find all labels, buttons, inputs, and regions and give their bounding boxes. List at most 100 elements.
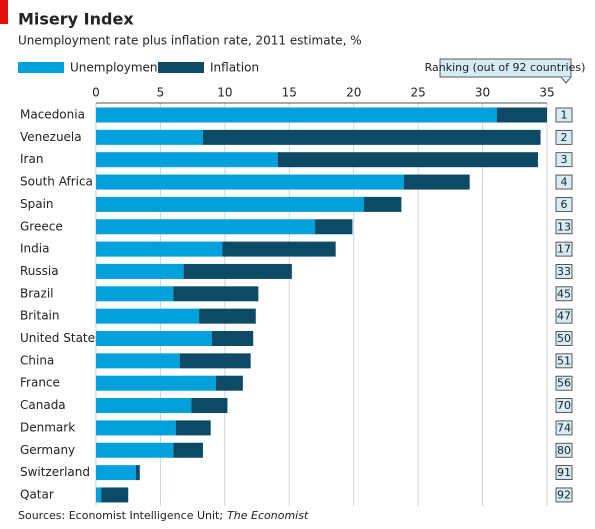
bar-segment: [96, 286, 174, 302]
chart-title: Misery Index: [18, 10, 134, 29]
rank-label: 70: [557, 399, 571, 412]
rank-label: 2: [561, 131, 568, 144]
bar-segment: [191, 398, 228, 414]
rank-label: 56: [557, 377, 571, 390]
x-tick-label: 20: [346, 86, 361, 100]
bar-segment: [96, 442, 174, 458]
bar-segment: [96, 308, 200, 324]
bar-segment: [173, 442, 203, 458]
bar-segment: [183, 263, 292, 279]
y-tick-label: Canada: [20, 398, 66, 412]
brand-mark: [0, 0, 8, 24]
bar-segment: [96, 375, 216, 391]
rank-box: [555, 308, 573, 324]
x-tick-label: 30: [475, 86, 490, 100]
y-tick-label: Russia: [20, 264, 59, 278]
rank-box: [555, 152, 573, 168]
rank-box: [555, 375, 573, 391]
x-tick-label: 10: [217, 86, 232, 100]
bar-segment: [315, 219, 353, 235]
rank-label: 1: [561, 109, 568, 122]
bar-segment: [211, 331, 254, 346]
rank-box: [555, 129, 573, 145]
rank-label: 13: [557, 220, 571, 233]
bar-segment: [96, 107, 497, 123]
y-tick-label: United States: [20, 331, 101, 345]
y-tick-label: India: [20, 242, 49, 256]
source: Sources: Economist Intelligence Unit; The…: [18, 509, 309, 522]
x-tick-label: 5: [157, 86, 165, 100]
y-tick-label: Britain: [20, 309, 60, 323]
source-publication: The Economist: [227, 509, 309, 522]
bar-segment: [277, 152, 538, 168]
rank-box: [555, 487, 573, 503]
rank-label: 80: [557, 444, 571, 457]
bar-segment: [96, 331, 212, 346]
bar-segment: [96, 353, 180, 369]
legend-label: Unemployment: [70, 61, 163, 75]
y-tick-label: Qatar: [20, 487, 54, 501]
x-tick-label: 35: [539, 86, 554, 100]
y-tick-label: Macedonia: [20, 108, 85, 122]
rank-label: 17: [557, 243, 571, 256]
y-tick-label: Greece: [20, 219, 63, 233]
y-tick-label: Brazil: [20, 286, 54, 300]
rank-label: 33: [557, 265, 571, 278]
y-tick-label: Switzerland: [20, 465, 90, 479]
rank-box: [555, 398, 573, 413]
rank-label: 4: [561, 176, 568, 189]
y-tick-label: Denmark: [20, 420, 75, 434]
bar-segment: [96, 196, 365, 212]
bar-segment: [364, 196, 402, 212]
bar-segment: [96, 219, 316, 235]
source-text: Sources: Economist Intelligence Unit;: [18, 509, 223, 522]
bar-segment: [96, 487, 102, 503]
rank-label: 47: [557, 310, 571, 323]
x-tick-label: 15: [282, 86, 297, 100]
bar-segment: [135, 465, 140, 481]
rank-box: [555, 353, 573, 369]
rank-label: 3: [561, 153, 568, 166]
bar-segment: [101, 487, 129, 503]
y-tick-label: France: [20, 376, 60, 390]
y-tick-label: South Africa: [20, 175, 93, 189]
bar-segment: [96, 174, 404, 190]
bar-segment: [403, 174, 470, 190]
rank-box: [555, 286, 573, 302]
rank-label: 74: [557, 421, 571, 434]
y-tick-label: Venezuela: [20, 130, 82, 144]
y-tick-label: Iran: [20, 152, 43, 166]
bar-segment: [96, 241, 223, 257]
legend-swatch: [158, 62, 204, 73]
rank-label: 45: [557, 287, 571, 300]
ranking-box: [439, 58, 572, 78]
rank-label: 50: [557, 332, 571, 345]
rank-box: [555, 420, 573, 436]
legend-label: Inflation: [210, 61, 259, 75]
bar-segment: [96, 420, 176, 436]
bar-segment: [199, 308, 256, 324]
x-tick-label: 25: [411, 86, 426, 100]
rank-box: [555, 174, 573, 190]
ranking-label: Ranking (out of 92 countries): [425, 61, 586, 74]
bar-segment: [215, 375, 243, 391]
bar-segment: [179, 353, 251, 369]
rank-box: [555, 465, 573, 481]
rank-box: [555, 107, 573, 123]
rank-label: 91: [557, 466, 571, 479]
rank-box: [555, 442, 573, 458]
rank-label: 51: [557, 354, 571, 367]
rank-box: [555, 331, 573, 346]
legend-swatch: [18, 62, 64, 73]
chart-subtitle: Unemployment rate plus inflation rate, 2…: [18, 34, 362, 48]
bar-segment: [496, 107, 547, 123]
bar-segment: [202, 129, 541, 145]
y-tick-label: Germany: [20, 443, 75, 457]
bar-segment: [96, 152, 278, 168]
bar-segment: [96, 129, 203, 145]
y-tick-label: Spain: [20, 197, 54, 211]
y-tick-label: China: [20, 353, 54, 367]
rank-box: [555, 264, 573, 279]
x-tick-label: 0: [92, 86, 100, 100]
